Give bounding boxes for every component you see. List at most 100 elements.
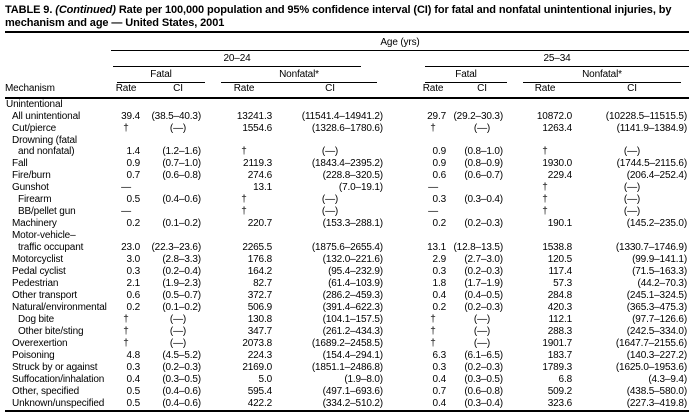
column-gap [385, 362, 417, 374]
rate-cell: 1901.7 [542, 338, 572, 350]
ci-cell: (44.2–70.3) [637, 278, 688, 290]
column-gap [385, 51, 417, 67]
rate-cell: — [428, 182, 438, 194]
ci-cell: (1875.6–2655.4) [311, 242, 383, 254]
ci-cell: (97.7–126.6) [632, 314, 688, 326]
ci-cell: (—) [169, 338, 187, 350]
header-spacer [5, 35, 109, 51]
rate-cell: 1930.0 [542, 158, 572, 170]
nonfatal-header-1: Nonfatal* [213, 67, 385, 83]
rate-cell: 6.8 [558, 374, 573, 386]
mechanism-label: Poisoning [12, 350, 55, 362]
ci-cell: (0.4–0.6) [143, 398, 213, 412]
rate-cell: † [123, 326, 129, 338]
mechanism-cell: Natural/environmental [5, 302, 109, 314]
rate-cell: 2265.5 [242, 242, 272, 254]
ci-cell [449, 206, 515, 218]
ci-cell: (7.0–19.1) [338, 182, 383, 194]
injuries-table: Age (yrs) 20–24 25–34 Fatal Nonfa [5, 35, 690, 412]
rate-cell: 0.4 [432, 290, 447, 302]
ci-cell: (1851.1–2486.8) [311, 362, 383, 374]
column-gap [385, 98, 417, 111]
rate-cell: 0.3 [126, 362, 141, 374]
rate-cell: † [123, 314, 129, 326]
rate-cell: 13241.3 [236, 110, 272, 122]
rate-column-header: Rate [515, 82, 575, 99]
title-rule [5, 31, 689, 33]
mechanism-label: Other bite/sting [18, 326, 84, 338]
age-group-row: 20–24 25–34 [5, 51, 690, 67]
ci-cell: (438.5–580.0) [626, 386, 688, 398]
header-spacer [5, 67, 109, 83]
rate-cell [417, 98, 449, 111]
mechanism-label: Firearm [18, 194, 52, 206]
ci-cell: (286.2–459.3) [322, 290, 383, 302]
ci-cell: (104.1–157.5) [322, 314, 383, 326]
ci-cell: (1.9–2.3) [162, 278, 201, 290]
ci-cell: (0.4–0.6) [162, 386, 201, 398]
table-row: Fall 0.9 (0.7–1.0) 2119.3 (1843.4–2395.2) 0.9… [5, 158, 689, 170]
rate-cell: — [428, 206, 438, 218]
ci-cell: (—) [623, 194, 641, 206]
rate-cell: 0.3 [432, 266, 447, 278]
rate-cell: † [123, 338, 129, 350]
rate-cell: 39.4 [121, 110, 140, 122]
ci-cell: (0.2–0.3) [162, 362, 201, 374]
table-row: Fire/burn 0.7 (0.6–0.8) 274.6 (228.8–320.5) 0… [5, 170, 689, 182]
ci-cell: (0.2–0.3) [464, 266, 503, 278]
table-row: Unknown/unspecified 0.5 (0.4–0.6) 422.2 (334… [5, 398, 690, 412]
ci-cell: (0.6–0.8) [162, 170, 201, 182]
rate-cell: † [430, 338, 436, 350]
age-group-20-24: 20–24 [109, 51, 385, 67]
rate-cell: † [430, 314, 436, 326]
ci-cell: (—) [623, 146, 641, 158]
rate-cell: 224.3 [247, 350, 272, 362]
ci-cell: (1.2–1.6) [162, 146, 201, 158]
rate-cell: † [542, 206, 548, 218]
table-row: Unintentional [5, 98, 689, 111]
rate-cell: 164.2 [247, 266, 272, 278]
header-spacer [5, 51, 109, 67]
rate-column-header: Rate [213, 82, 275, 99]
column-gap [385, 67, 417, 83]
mechanism-cell: Pedal cyclist [5, 266, 109, 278]
ci-cell: (242.5–334.0) [626, 326, 688, 338]
mechanism-cell: Machinery [5, 218, 109, 230]
table-row: Struck by or against 0.3 (0.2–0.3) 2169.0 (1… [5, 362, 689, 374]
rate-cell: 0.2 [126, 302, 141, 314]
rate-cell: † [241, 206, 247, 218]
ci-cell: (140.3–227.2) [626, 350, 688, 362]
rate-cell: 0.7 [432, 386, 447, 398]
column-gap [385, 350, 417, 362]
mechanism-cell: Struck by or against [5, 362, 109, 374]
mechanism-label: Other, specified [12, 386, 80, 398]
rate-cell: 6.3 [432, 350, 447, 362]
rate-cell: 82.7 [253, 278, 272, 290]
rate-cell: 190.1 [547, 218, 572, 230]
table-row: Cut/pierce † (—) 1554.6 (1328.6–1780.6) † (—) 1… [5, 123, 689, 135]
ci-cell: (—) [623, 182, 641, 194]
ci-cell: (1843.4–2395.2) [311, 158, 383, 170]
rate-cell: 5.0 [258, 374, 273, 386]
column-gap [385, 278, 417, 290]
table-row: Natural/environmental 0.2 (0.1–0.2) 506.9 (3… [5, 302, 689, 314]
rate-cell: 0.9 [432, 158, 447, 170]
age-label: Age (yrs) [111, 37, 690, 51]
column-gap [385, 398, 417, 412]
table-row: Drowning (fatal and nonfatal) 1.4 (1.2–1.6)… [5, 135, 689, 159]
column-gap [385, 254, 417, 266]
ci-cell: (95.4–232.9) [328, 266, 383, 278]
rate-cell: 112.1 [548, 314, 572, 326]
rate-cell: † [542, 194, 548, 206]
column-gap [385, 123, 417, 135]
rate-cell: 0.3 [432, 362, 447, 374]
rate-cell: 2073.8 [242, 338, 272, 350]
ci-cell: (334.2–510.2) [275, 398, 385, 412]
rate-cell: 120.5 [547, 254, 572, 266]
ci-cell: (1330.7–1746.9) [615, 242, 688, 254]
continued-label: (Continued) [55, 4, 116, 16]
rate-cell: 0.6 [432, 170, 447, 182]
column-gap [385, 158, 417, 170]
age-group-25-34: 25–34 [417, 51, 690, 67]
mechanism-label: Dog bite [18, 314, 55, 326]
